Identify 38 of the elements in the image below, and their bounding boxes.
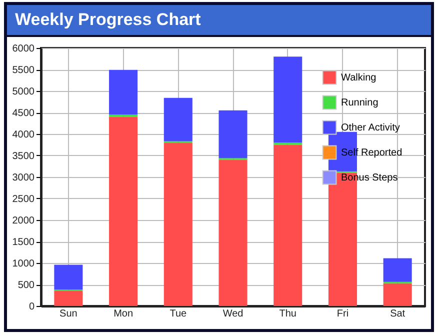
bar — [54, 290, 83, 306]
bar — [383, 283, 412, 306]
bar — [54, 264, 83, 290]
y-tick-label: 6000 — [12, 44, 35, 54]
chart-title: Weekly Progress Chart — [7, 5, 431, 37]
bar — [218, 110, 248, 158]
bar — [274, 56, 302, 143]
legend-label: Bonus Steps — [341, 172, 398, 184]
bar — [109, 116, 138, 306]
bar — [109, 70, 138, 115]
bar — [383, 258, 412, 282]
bar — [164, 98, 192, 142]
y-tick-label: 4500 — [12, 108, 35, 119]
bar — [164, 142, 192, 306]
x-tick-label: Wed — [222, 308, 244, 320]
x-tick-label: Fri — [336, 308, 349, 320]
legend-label: Other Activity — [341, 122, 400, 134]
y-tick-label: 0 — [28, 302, 35, 312]
y-tick-label: 3000 — [12, 172, 35, 184]
legend-label: Walking — [341, 72, 376, 84]
y-tick-label: 500 — [18, 280, 35, 291]
x-tick-label: Sat — [390, 308, 406, 320]
y-tick-label: 3500 — [12, 151, 35, 162]
bar — [274, 144, 302, 306]
bar — [218, 160, 248, 306]
x-tick-label: Sun — [60, 308, 78, 320]
y-tick-label: 1500 — [12, 237, 35, 248]
y-tick-label: 2500 — [12, 194, 35, 205]
y-tick-label: 1000 — [12, 258, 35, 270]
x-tick-label: Mon — [114, 308, 134, 320]
y-tick-label: 5000 — [12, 86, 35, 98]
y-tick-label: 5500 — [12, 65, 35, 76]
legend-label: Running — [341, 98, 378, 108]
x-tick-label: Tue — [170, 308, 188, 320]
y-tick-label: 4000 — [12, 130, 35, 140]
legend-label: Self Reported — [341, 148, 402, 158]
x-tick-label: Thu — [279, 308, 296, 320]
y-tick-label: 2000 — [12, 216, 35, 226]
